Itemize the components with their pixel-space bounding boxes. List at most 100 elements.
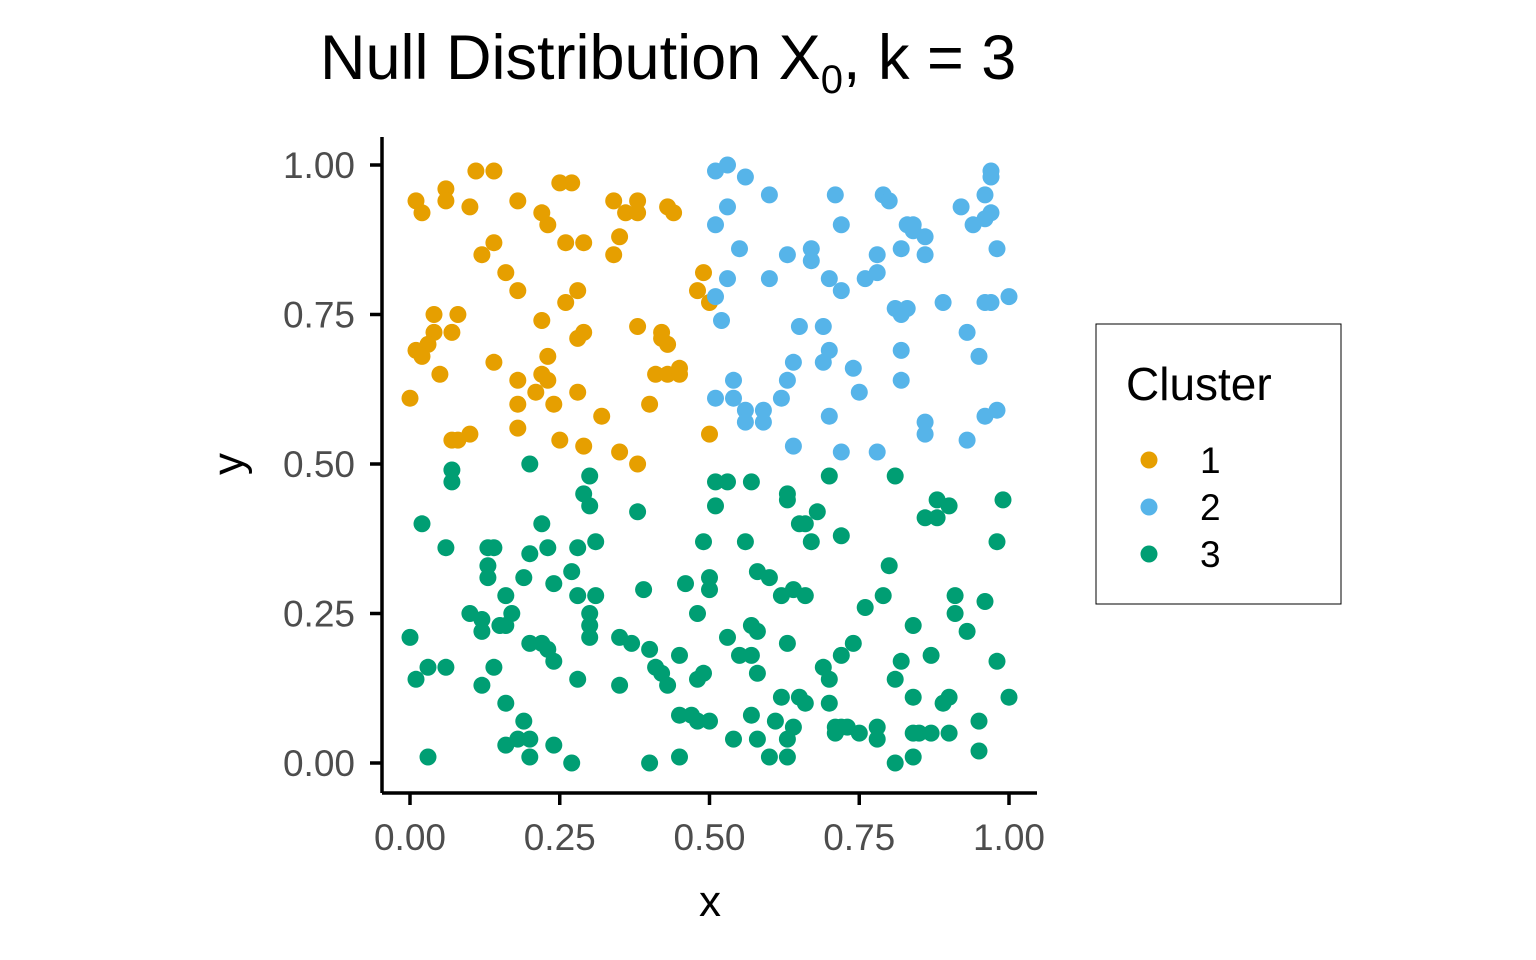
cluster-2-point bbox=[731, 240, 748, 258]
cluster-3-point bbox=[904, 688, 922, 706]
cluster-3-point bbox=[826, 724, 844, 742]
cluster-2-point bbox=[976, 186, 994, 204]
cluster-3-point bbox=[808, 503, 826, 521]
cluster-1-point bbox=[413, 204, 431, 222]
cluster-3-point bbox=[820, 694, 838, 712]
cluster-2-point bbox=[988, 240, 1006, 258]
points-layer bbox=[401, 156, 1018, 772]
legend: Cluster 1 2 3 bbox=[1095, 323, 1342, 605]
cluster-3-point bbox=[443, 473, 461, 491]
cluster-3-point bbox=[689, 712, 706, 730]
cluster-3-point bbox=[545, 736, 563, 754]
cluster-1-point bbox=[509, 192, 527, 210]
cluster-3-point bbox=[850, 724, 868, 742]
cluster-2-point bbox=[778, 246, 796, 264]
cluster-3-point bbox=[515, 712, 533, 730]
cluster-3-point bbox=[701, 569, 718, 587]
cluster-3-point bbox=[611, 676, 629, 694]
cluster-3-point bbox=[832, 527, 850, 545]
cluster-2-point bbox=[725, 389, 742, 407]
cluster-1-point bbox=[509, 371, 527, 389]
cluster-3-point bbox=[970, 742, 988, 760]
cluster-3-point bbox=[635, 581, 653, 599]
cluster-1-point bbox=[485, 162, 503, 180]
cluster-3-point bbox=[778, 748, 796, 766]
cluster-3-point bbox=[521, 748, 539, 766]
cluster-3-point bbox=[671, 646, 688, 664]
cluster-2-point bbox=[982, 294, 1000, 311]
cluster-3-point bbox=[689, 670, 706, 688]
cluster-1-point bbox=[437, 180, 455, 198]
legend-key-cluster-1 bbox=[1140, 451, 1158, 469]
cluster-3-point bbox=[569, 670, 587, 688]
cluster-1-point bbox=[605, 192, 623, 210]
y-tick-label: 0.00 bbox=[283, 743, 355, 784]
cluster-2-point bbox=[988, 401, 1006, 419]
cluster-1-point bbox=[605, 246, 623, 264]
cluster-2-point bbox=[802, 252, 820, 270]
cluster-2-point bbox=[820, 270, 838, 288]
cluster-3-point bbox=[832, 646, 850, 664]
cluster-3-point bbox=[940, 497, 958, 515]
cluster-3-point bbox=[742, 646, 760, 664]
cluster-1-point bbox=[461, 198, 479, 216]
cluster-3-point bbox=[479, 557, 497, 575]
cluster-3-point bbox=[581, 617, 599, 634]
cluster-2-point bbox=[790, 318, 808, 335]
cluster-1-point bbox=[629, 318, 647, 335]
cluster-1-point bbox=[467, 162, 485, 180]
cluster-3-point bbox=[970, 712, 988, 730]
cluster-1-point bbox=[449, 306, 467, 323]
legend-box bbox=[1095, 323, 1342, 605]
cluster-3-point bbox=[988, 652, 1006, 670]
cluster-1-point bbox=[539, 371, 557, 389]
cluster-1-point bbox=[461, 425, 479, 443]
cluster-3-point bbox=[671, 748, 688, 766]
cluster-3-point bbox=[778, 730, 796, 748]
cluster-3-point bbox=[587, 587, 605, 605]
cluster-3-point bbox=[641, 754, 659, 772]
cluster-1-point bbox=[641, 395, 659, 413]
cluster-1-point bbox=[425, 306, 443, 323]
cluster-2-point bbox=[736, 413, 754, 431]
cluster-3-point bbox=[581, 628, 599, 646]
cluster-3-point bbox=[731, 646, 748, 664]
cluster-3-point bbox=[473, 676, 491, 694]
cluster-1-point bbox=[401, 389, 419, 407]
cluster-3-point bbox=[545, 575, 563, 593]
cluster-3-point bbox=[719, 473, 736, 491]
cluster-3-point bbox=[988, 533, 1006, 551]
cluster-3-point bbox=[701, 712, 718, 730]
legend-label-cluster-2: 2 bbox=[1200, 487, 1221, 528]
cluster-3-point bbox=[581, 605, 599, 622]
cluster-1-point bbox=[497, 264, 515, 282]
cluster-3-point bbox=[772, 688, 790, 706]
cluster-1-point bbox=[629, 192, 647, 210]
cluster-3-point bbox=[946, 605, 964, 622]
cluster-1-point bbox=[539, 216, 557, 234]
cluster-3-point bbox=[641, 640, 659, 658]
cluster-2-point bbox=[934, 294, 952, 311]
cluster-2-point bbox=[892, 371, 910, 389]
chart-title-subscript: 0 bbox=[821, 58, 843, 102]
cluster-2-point bbox=[850, 383, 868, 401]
cluster-3-point bbox=[623, 634, 641, 652]
cluster-2-point bbox=[826, 186, 844, 204]
cluster-3-point bbox=[521, 455, 539, 473]
cluster-3-point bbox=[916, 509, 934, 527]
cluster-3-point bbox=[707, 473, 724, 491]
cluster-3-point bbox=[820, 670, 838, 688]
cluster-3-point bbox=[569, 539, 587, 557]
cluster-3-point bbox=[760, 569, 778, 587]
cluster-3-point bbox=[940, 724, 958, 742]
x-tick-label: 0.00 bbox=[374, 817, 446, 858]
cluster-2-point bbox=[952, 198, 970, 216]
cluster-2-point bbox=[784, 437, 802, 455]
cluster-3-point bbox=[539, 539, 557, 557]
y-tick-label: 1.00 bbox=[283, 145, 355, 186]
cluster-3-point bbox=[629, 503, 647, 521]
cluster-3-point bbox=[719, 628, 736, 646]
cluster-3-point bbox=[880, 557, 898, 575]
cluster-1-point bbox=[443, 323, 461, 341]
cluster-1-point bbox=[611, 228, 629, 246]
